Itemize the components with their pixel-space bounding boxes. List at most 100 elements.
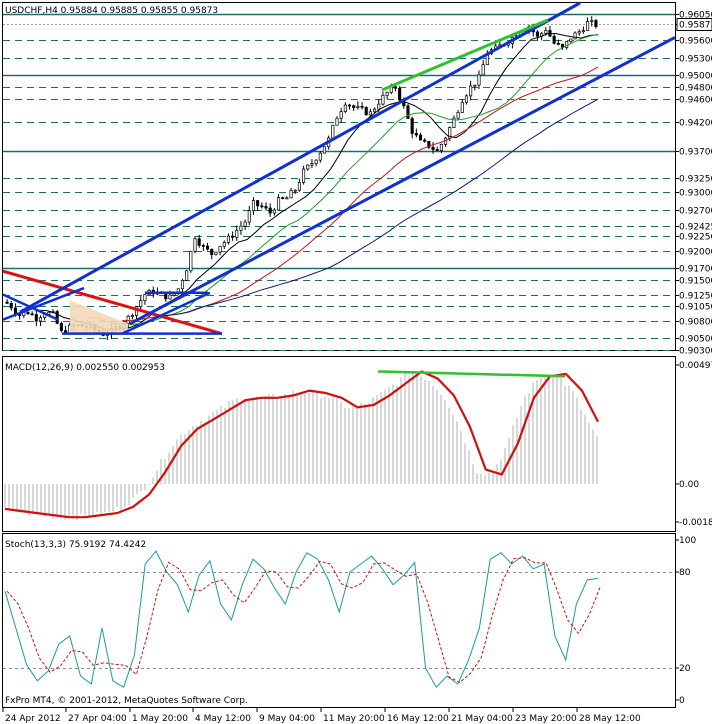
stochastic-lines	[4, 550, 601, 689]
time-axis-label: 1 May 20:00	[132, 714, 188, 724]
candle-body	[302, 168, 306, 183]
price-axis-label: 0.95873	[679, 21, 712, 31]
lower-channel-line	[129, 36, 676, 326]
candle-body	[235, 229, 239, 238]
stochastic-axis-labels: 100 80 20 0	[675, 536, 696, 706]
candle-body	[251, 200, 256, 212]
stochastic-main-line	[4, 550, 599, 689]
candle-body	[260, 205, 264, 208]
moving-averages	[38, 33, 599, 330]
candle-body	[5, 301, 9, 304]
candle-body	[410, 118, 414, 134]
stochastic-level-lines	[3, 572, 675, 669]
macd-panel-frame	[2, 356, 676, 532]
candle-body	[406, 105, 410, 119]
candle-body	[435, 149, 439, 151]
candle-body	[226, 235, 230, 243]
stochastic-panel: 100 80 20 0 Stoch(13,3,3) 75.9192 74.4242 F…	[2, 533, 696, 708]
time-axis-label: 16 May 12:00	[387, 714, 449, 724]
candle-body	[414, 133, 418, 136]
candle-body	[535, 31, 539, 37]
time-axis-label: 11 May 20:00	[323, 714, 385, 724]
candle-body	[143, 294, 147, 302]
candle-body	[594, 20, 598, 27]
candle-body	[360, 105, 364, 108]
candle-body	[256, 200, 260, 207]
candle-body	[9, 302, 13, 309]
candle-body	[377, 103, 381, 110]
macd-panel-header: MACD(12,26,9) 0.002550 0.002953	[5, 363, 165, 373]
candle-body	[193, 238, 197, 252]
candle-body	[385, 92, 389, 96]
candle-body	[276, 197, 281, 211]
trendline-overlays	[2, 1, 676, 336]
candle-body	[573, 32, 577, 40]
candle-body	[289, 190, 293, 199]
candle-body	[460, 101, 464, 113]
candle-body	[205, 245, 210, 250]
candle-body	[569, 38, 573, 42]
candle-body	[130, 315, 134, 317]
stochastic-panel-frame	[2, 533, 676, 708]
candle-body	[577, 31, 581, 34]
candle-body	[310, 163, 314, 166]
candle-body	[590, 20, 594, 22]
macd-axis-labels: 0.00497 0.00 -0.00183	[675, 361, 712, 528]
time-axis-label: 27 Apr 04:00	[68, 714, 127, 724]
candle-body	[347, 104, 352, 107]
candle-body	[544, 30, 548, 34]
candle-body	[239, 225, 243, 231]
candle-body	[339, 111, 343, 119]
candle-body	[268, 207, 272, 214]
candle-body	[381, 94, 385, 105]
candle-body	[218, 245, 222, 253]
candle-body	[556, 42, 560, 45]
macd-signal-line	[4, 370, 599, 519]
candle-body	[13, 307, 17, 314]
candle-body	[469, 85, 473, 97]
time-axis-label: 4 May 12:00	[195, 714, 251, 724]
candle-body	[439, 143, 443, 151]
candle-body	[398, 87, 402, 101]
time-axis-label: 23 May 20:00	[515, 714, 577, 724]
candle-body	[214, 251, 218, 255]
candle-body	[586, 21, 590, 31]
candle-body	[306, 164, 310, 170]
candle-body	[373, 108, 377, 113]
macd-axis-label: 0.00497	[679, 361, 712, 371]
candle-body	[335, 117, 339, 126]
upper-channel-line	[19, 1, 581, 314]
time-axis-label: 28 May 12:00	[579, 714, 641, 724]
candle-body	[189, 250, 193, 272]
stochastic-signal-line	[6, 557, 601, 683]
candle-body	[477, 74, 481, 86]
candle-body	[322, 146, 327, 154]
candle-body	[552, 35, 556, 44]
ma-fast-line	[38, 33, 599, 330]
time-axis-label: 9 May 04:00	[259, 714, 315, 724]
macd-signal-lines	[4, 370, 599, 519]
candle-body	[272, 209, 276, 214]
price-panel-header: USDCHF,H4 0.95884 0.95885 0.95855 0.9587…	[5, 6, 218, 16]
macd-histogram	[4, 372, 598, 521]
candle-body	[418, 134, 423, 141]
candle-body	[464, 95, 469, 103]
candle-body	[423, 139, 427, 142]
candle-body	[281, 197, 285, 199]
